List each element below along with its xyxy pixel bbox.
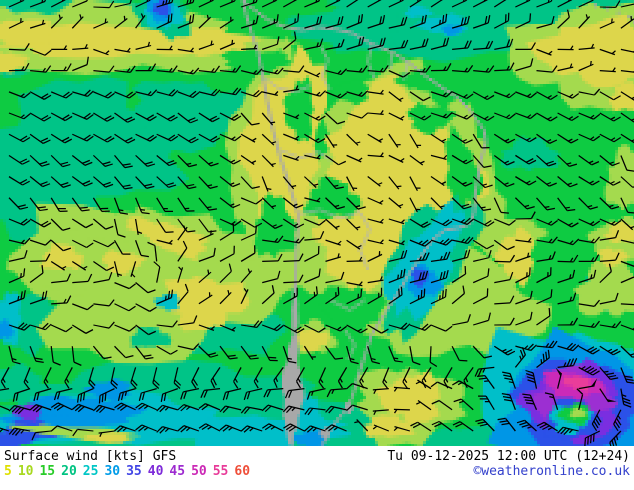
product-label: Surface wind [4, 449, 98, 464]
wind-speed-legend: 5 10 15 20 25 30 35 40 45 50 55 60 [4, 464, 256, 479]
legend-value-15: 15 [39, 464, 56, 479]
product-title: Surface wind [kts] GFS [4, 449, 176, 464]
legend-value-20: 20 [61, 464, 77, 479]
wind-map-canvas[interactable] [0, 0, 634, 446]
units-label: [kts] [105, 449, 145, 464]
footer-bar: Surface wind [kts] GFS Tu 09-12-2025 12:… [0, 446, 634, 490]
copyright-link[interactable]: ©weatheronline.co.uk [473, 464, 630, 479]
wind-map [0, 0, 634, 446]
legend-value-50: 50 [191, 464, 207, 479]
legend-value-25: 25 [82, 464, 99, 479]
legend-value-55: 55 [212, 464, 229, 479]
legend-value-40: 40 [147, 464, 164, 479]
valid-time: Tu 09-12-2025 12:00 UTC (12+24) [387, 449, 630, 464]
legend-value-35: 35 [126, 464, 142, 479]
legend-value-45: 45 [169, 464, 186, 479]
model-label: GFS [152, 449, 177, 464]
legend-value-60: 60 [234, 464, 251, 479]
legend-value-10: 10 [17, 464, 34, 479]
legend-value-5: 5 [4, 464, 12, 479]
legend-value-30: 30 [104, 464, 121, 479]
